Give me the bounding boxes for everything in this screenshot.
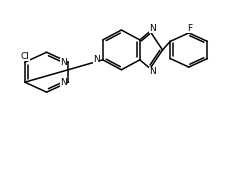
Text: N: N bbox=[150, 67, 156, 76]
Text: F: F bbox=[187, 24, 192, 33]
Text: N: N bbox=[60, 58, 66, 67]
Text: N: N bbox=[150, 24, 156, 33]
Text: N: N bbox=[93, 55, 99, 64]
Text: Cl: Cl bbox=[21, 52, 30, 61]
Text: N: N bbox=[60, 78, 66, 87]
